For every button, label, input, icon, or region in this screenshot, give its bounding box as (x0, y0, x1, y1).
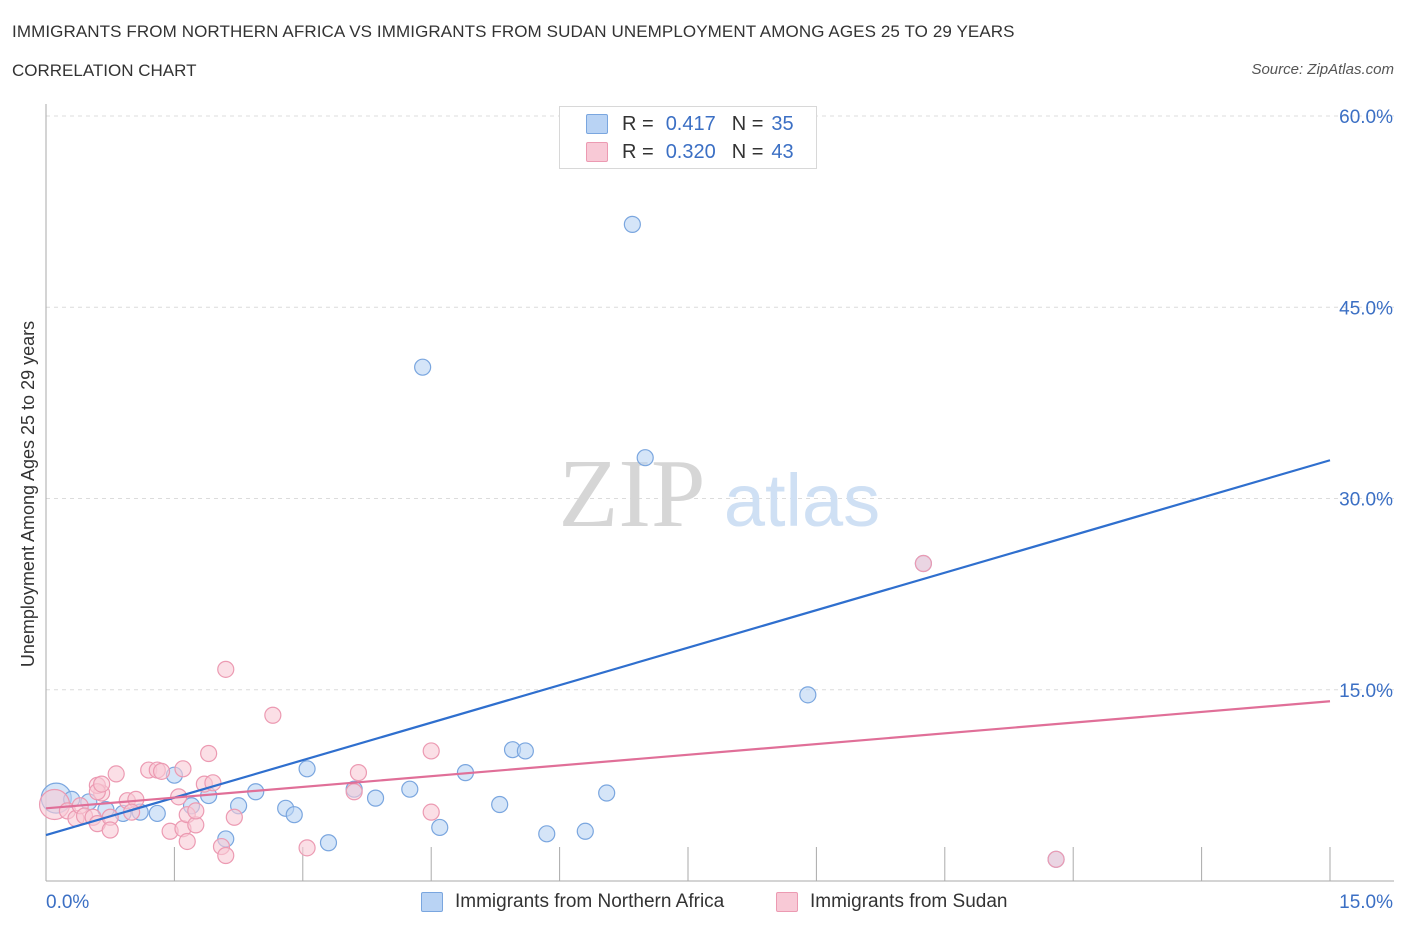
data-point-blue (598, 784, 616, 802)
data-point-blue (148, 804, 166, 823)
data-point-pink (264, 706, 282, 724)
data-point-pink (298, 839, 316, 857)
y-tick-label: 45.0% (1339, 298, 1393, 319)
bottom-legend-label: Immigrants from Sudan (810, 891, 1008, 912)
watermark: ZIP atlas (559, 440, 881, 548)
data-point-pink (914, 554, 933, 573)
legend-r-value: 0.417 (665, 112, 716, 135)
data-point-blue (516, 742, 534, 760)
data-point-pink (152, 762, 171, 780)
data-point-blue (431, 818, 449, 837)
data-point-pink (174, 760, 192, 778)
data-point-blue (576, 822, 594, 840)
bottom-legend-sudan: Immigrants from Sudan (776, 889, 1007, 915)
watermark-zip: ZIP (559, 440, 706, 548)
legend-n-value: 35 (771, 112, 794, 135)
x-tick-label: 15.0% (1339, 892, 1393, 913)
bottom-legend-swatch-blue (421, 892, 443, 912)
y-tick-label: 15.0% (1339, 681, 1393, 702)
data-point-blue (319, 834, 338, 852)
legend-r-value: 0.320 (665, 140, 716, 163)
data-point-pink (93, 775, 111, 793)
legend-r-label: R = (622, 112, 654, 135)
data-point-pink (422, 742, 440, 760)
axes (45, 104, 1394, 882)
chart-title: IMMIGRANTS FROM NORTHERN AFRICA VS IMMIG… (12, 22, 1015, 41)
legend-swatch-pink (586, 142, 608, 162)
source-label: Source: ZipAtlas.com (1251, 61, 1394, 78)
legend-row-sudan: R = 0.320 N = 43 (586, 140, 794, 164)
data-point-pink (200, 744, 218, 763)
watermark-atlas: atlas (724, 459, 880, 542)
data-point-blue (414, 358, 432, 376)
bottom-legend-swatch-pink (776, 892, 798, 912)
grid-lines (46, 115, 1394, 691)
legend-row-northern-africa: R = 0.417 N = 35 (586, 112, 794, 136)
legend-n-value: 43 (771, 140, 794, 163)
legend-swatch-blue (586, 114, 608, 134)
data-point-blue (799, 686, 817, 704)
data-point-pink (187, 802, 205, 820)
chart-subtitle: CORRELATION CHART (12, 61, 197, 80)
bottom-legend-northern-africa: Immigrants from Northern Africa (421, 889, 724, 915)
data-point-pink (345, 783, 363, 801)
data-point-pink (422, 803, 440, 821)
axis-labels: 15.0% 30.0% 45.0% 60.0% 0.0% 15.0% Unemploymen… (18, 107, 1393, 913)
data-point-blue (623, 215, 641, 233)
y-tick-label: 30.0% (1339, 490, 1393, 511)
data-point-pink (107, 765, 125, 783)
legend-r-label: R = (622, 140, 654, 163)
data-point-blue (401, 780, 419, 798)
data-point-pink (217, 660, 235, 678)
data-point-pink (1047, 850, 1065, 868)
data-point-blue (298, 760, 316, 778)
x-tick-label: 0.0% (46, 892, 89, 913)
data-points (38, 130, 1065, 868)
data-point-pink (225, 808, 243, 826)
data-point-blue (538, 825, 556, 843)
data-point-blue (285, 806, 303, 824)
data-point-blue (636, 449, 654, 467)
trend-line-blue (45, 459, 1331, 837)
legend-n-label: N = (731, 112, 764, 135)
trend-line-pink (45, 700, 1331, 810)
data-point-pink (178, 832, 196, 851)
bottom-legend-label: Immigrants from Northern Africa (455, 891, 725, 912)
data-point-pink (349, 764, 368, 782)
data-point-pink (101, 821, 119, 839)
data-point-blue (491, 795, 509, 814)
stats-legend: R = 0.417 N = 35 R = 0.320 N = 43 (559, 106, 817, 169)
data-point-pink (217, 846, 235, 865)
y-tick-label: 60.0% (1339, 107, 1393, 128)
trend-lines (45, 459, 1331, 837)
y-axis-title: Unemployment Among Ages 25 to 29 years (18, 321, 38, 667)
data-point-blue (366, 789, 385, 807)
legend-n-label: N = (731, 140, 764, 163)
